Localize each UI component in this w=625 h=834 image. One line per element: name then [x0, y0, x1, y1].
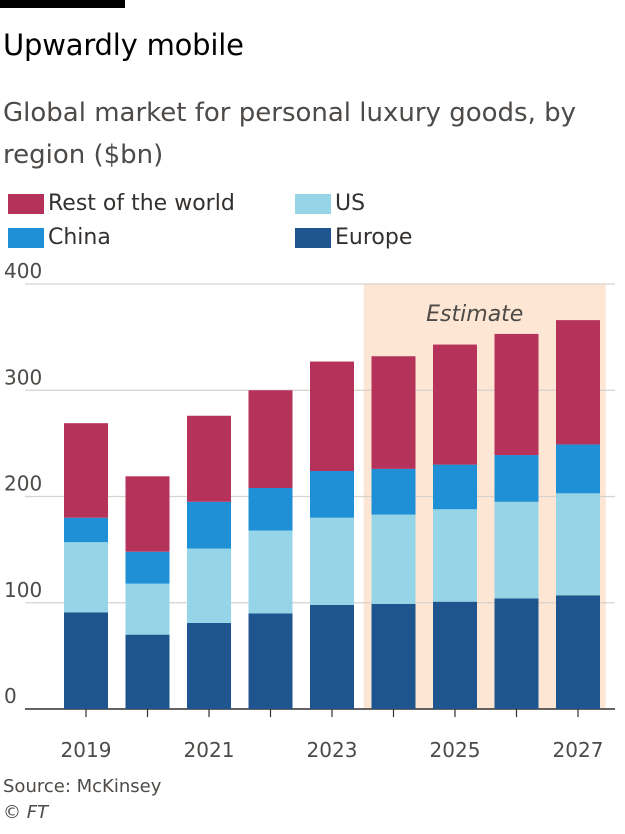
bar-europe-2027 — [556, 595, 600, 709]
x-tick-label: 2023 — [307, 738, 358, 762]
bar-china-2022 — [248, 488, 293, 531]
legend-label-rest-of-world: Rest of the world — [48, 191, 235, 216]
bar-europe-2026 — [494, 598, 539, 709]
bar-us-2020 — [125, 583, 170, 635]
legend-label-europe: Europe — [335, 225, 413, 250]
y-tick-label: 200 — [4, 472, 42, 496]
bar-rest-of-world-2023 — [310, 361, 354, 471]
x-tick-label: 2019 — [61, 738, 112, 762]
bar-europe-2025 — [433, 601, 477, 709]
bar-china-2027 — [556, 444, 600, 494]
y-tick-label: 100 — [4, 578, 42, 602]
legend-label-us: US — [335, 191, 366, 216]
estimate-annotation: Estimate — [426, 302, 523, 327]
bar-us-2027 — [556, 493, 600, 596]
bar-europe-2020 — [125, 634, 170, 709]
legend-swatch-europe — [295, 228, 331, 248]
x-tick-label: 2027 — [553, 738, 604, 762]
legend-swatch-china — [8, 228, 44, 248]
y-tick-label: 400 — [4, 260, 42, 283]
bar-us-2022 — [248, 530, 293, 614]
bar-us-2019 — [64, 542, 108, 613]
bar-china-2020 — [125, 551, 170, 584]
bar-china-2023 — [310, 471, 354, 518]
bar-rest-of-world-2024 — [371, 356, 416, 469]
bar-us-2024 — [371, 514, 416, 604]
bar-china-2019 — [64, 517, 108, 543]
bar-europe-2023 — [310, 604, 354, 709]
bar-europe-2021 — [187, 622, 231, 709]
bar-europe-2019 — [64, 612, 108, 709]
bar-rest-of-world-2022 — [248, 390, 293, 488]
y-tick-label: 0 — [4, 684, 17, 708]
x-tick-label: 2021 — [184, 738, 235, 762]
bar-us-2021 — [187, 548, 231, 623]
bar-rest-of-world-2025 — [433, 344, 477, 465]
bar-china-2021 — [187, 501, 231, 549]
legend-label-china: China — [48, 225, 111, 250]
bar-us-2023 — [310, 517, 354, 605]
bar-rest-of-world-2026 — [494, 333, 539, 456]
bar-china-2024 — [371, 468, 416, 515]
chart-subtitle: Global market for personal luxury goods,… — [3, 98, 576, 170]
chart-title: Upwardly mobile — [3, 28, 244, 62]
bar-europe-2022 — [248, 613, 293, 709]
bar-china-2026 — [494, 455, 539, 502]
bar-china-2025 — [433, 464, 477, 510]
x-tick-label: 2025 — [430, 738, 481, 762]
bar-us-2025 — [433, 509, 477, 602]
legend-swatch-us — [295, 194, 331, 214]
legend-swatch-rest-of-world — [8, 194, 44, 214]
copyright-note: © FT — [3, 802, 49, 823]
bar-europe-2024 — [371, 603, 416, 709]
bar-rest-of-world-2019 — [64, 423, 108, 518]
bar-rest-of-world-2021 — [187, 415, 231, 502]
bar-us-2026 — [494, 501, 539, 599]
source-note: Source: McKinsey — [3, 776, 162, 797]
bar-rest-of-world-2027 — [556, 320, 600, 445]
ft-top-bar — [0, 0, 125, 8]
bar-rest-of-world-2020 — [125, 476, 170, 552]
stacked-bar-chart: 0 100 200 300 400 Estimate 2019 2021 2023 2025 202… — [4, 260, 615, 762]
y-tick-label: 300 — [4, 365, 42, 389]
